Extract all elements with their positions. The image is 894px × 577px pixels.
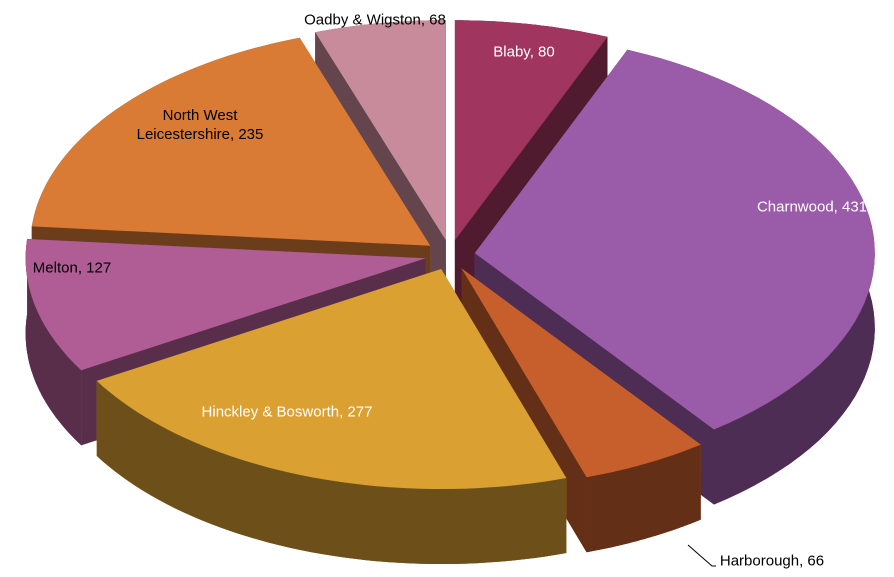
slice-top <box>474 49 875 430</box>
slice-top <box>25 239 426 371</box>
data-label: Blaby, 80 <box>493 43 555 61</box>
data-label: Harborough, 66 <box>719 552 825 570</box>
slice <box>96 269 567 564</box>
slice-top <box>96 269 567 489</box>
slice-side-shade <box>25 239 82 446</box>
slice-top <box>31 37 431 246</box>
data-label: Hinckley & Bosworth, 277 <box>201 403 373 421</box>
data-label: Charnwood, 431 <box>756 198 868 216</box>
slice-top <box>461 268 701 478</box>
slice-top <box>315 20 446 241</box>
data-label: Oadby & Wigston, 68 <box>304 11 446 29</box>
data-label: North West Leicestershire, 235 <box>136 107 264 143</box>
data-label: Melton, 127 <box>32 259 112 277</box>
leader-line <box>687 544 716 567</box>
slice-side-shade <box>96 380 567 564</box>
slice-side-shade <box>586 444 701 553</box>
slice-top <box>454 20 608 241</box>
